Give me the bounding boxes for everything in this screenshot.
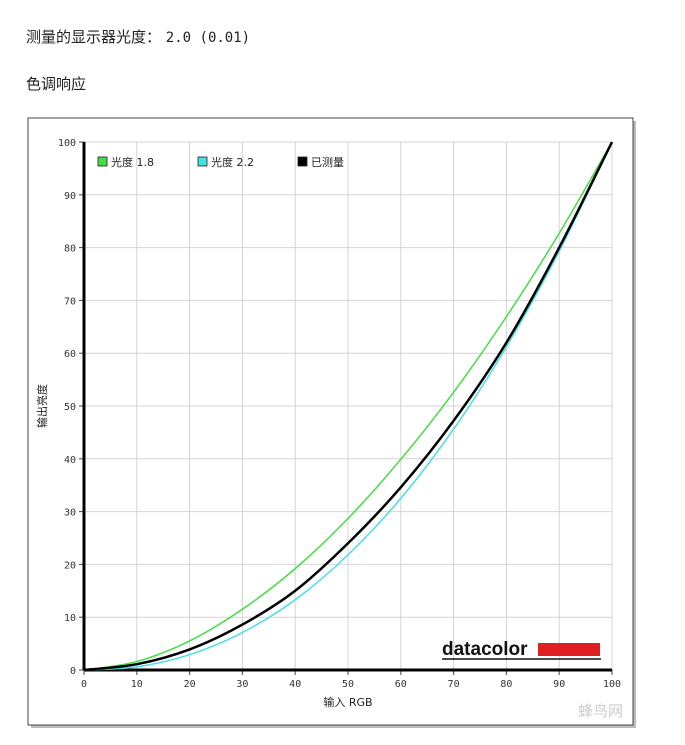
x-tick-label: 80 xyxy=(500,679,512,690)
watermark: 蜂鸟网 xyxy=(578,702,624,720)
measured-gamma-value: 2.0 (0.01) xyxy=(165,30,251,46)
datacolor-logo: datacolor xyxy=(442,639,528,660)
y-tick-label: 30 xyxy=(64,508,76,519)
y-tick-label: 80 xyxy=(64,244,76,255)
x-tick-label: 0 xyxy=(81,679,87,690)
measured-gamma: 测量的显示器光度： 2.0 (0.01) xyxy=(26,26,250,47)
legend-label: 光度 1.8 xyxy=(111,155,154,169)
x-tick-label: 30 xyxy=(236,679,248,690)
series-line xyxy=(83,141,614,672)
x-tick-label: 100 xyxy=(603,679,621,690)
section-title: 色调响应 xyxy=(26,75,87,93)
x-tick-label: 70 xyxy=(448,679,460,690)
y-tick-label: 40 xyxy=(64,455,76,466)
x-tick-label: 60 xyxy=(395,679,407,690)
x-tick-label: 20 xyxy=(184,679,196,690)
chart-frame xyxy=(27,117,634,726)
x-tick-label: 10 xyxy=(131,679,143,690)
datacolor-logo-bar xyxy=(538,643,600,656)
series-line xyxy=(83,141,613,671)
y-tick-label: 90 xyxy=(64,191,76,202)
y-tick-label: 20 xyxy=(64,560,76,571)
y-tick-label: 60 xyxy=(64,349,76,360)
legend-swatch xyxy=(97,156,108,167)
legend-swatch xyxy=(297,156,308,167)
y-tick-label: 0 xyxy=(70,666,76,677)
measured-gamma-label: 测量的显示器光度： xyxy=(26,28,162,46)
x-axis-label: 输入 RGB xyxy=(323,695,372,709)
legend-label: 已测量 xyxy=(311,156,344,169)
series-line xyxy=(83,141,613,671)
x-tick-label: 50 xyxy=(342,679,354,690)
y-tick-label: 100 xyxy=(58,138,76,149)
legend-swatch xyxy=(197,156,208,167)
legend-label: 光度 2.2 xyxy=(211,155,254,169)
y-axis-label: 输出亮度 xyxy=(35,384,49,428)
x-tick-label: 40 xyxy=(289,679,301,690)
y-tick-label: 10 xyxy=(64,613,76,624)
y-tick-label: 50 xyxy=(64,402,76,413)
y-tick-label: 70 xyxy=(64,296,76,307)
x-tick-label: 90 xyxy=(553,679,565,690)
